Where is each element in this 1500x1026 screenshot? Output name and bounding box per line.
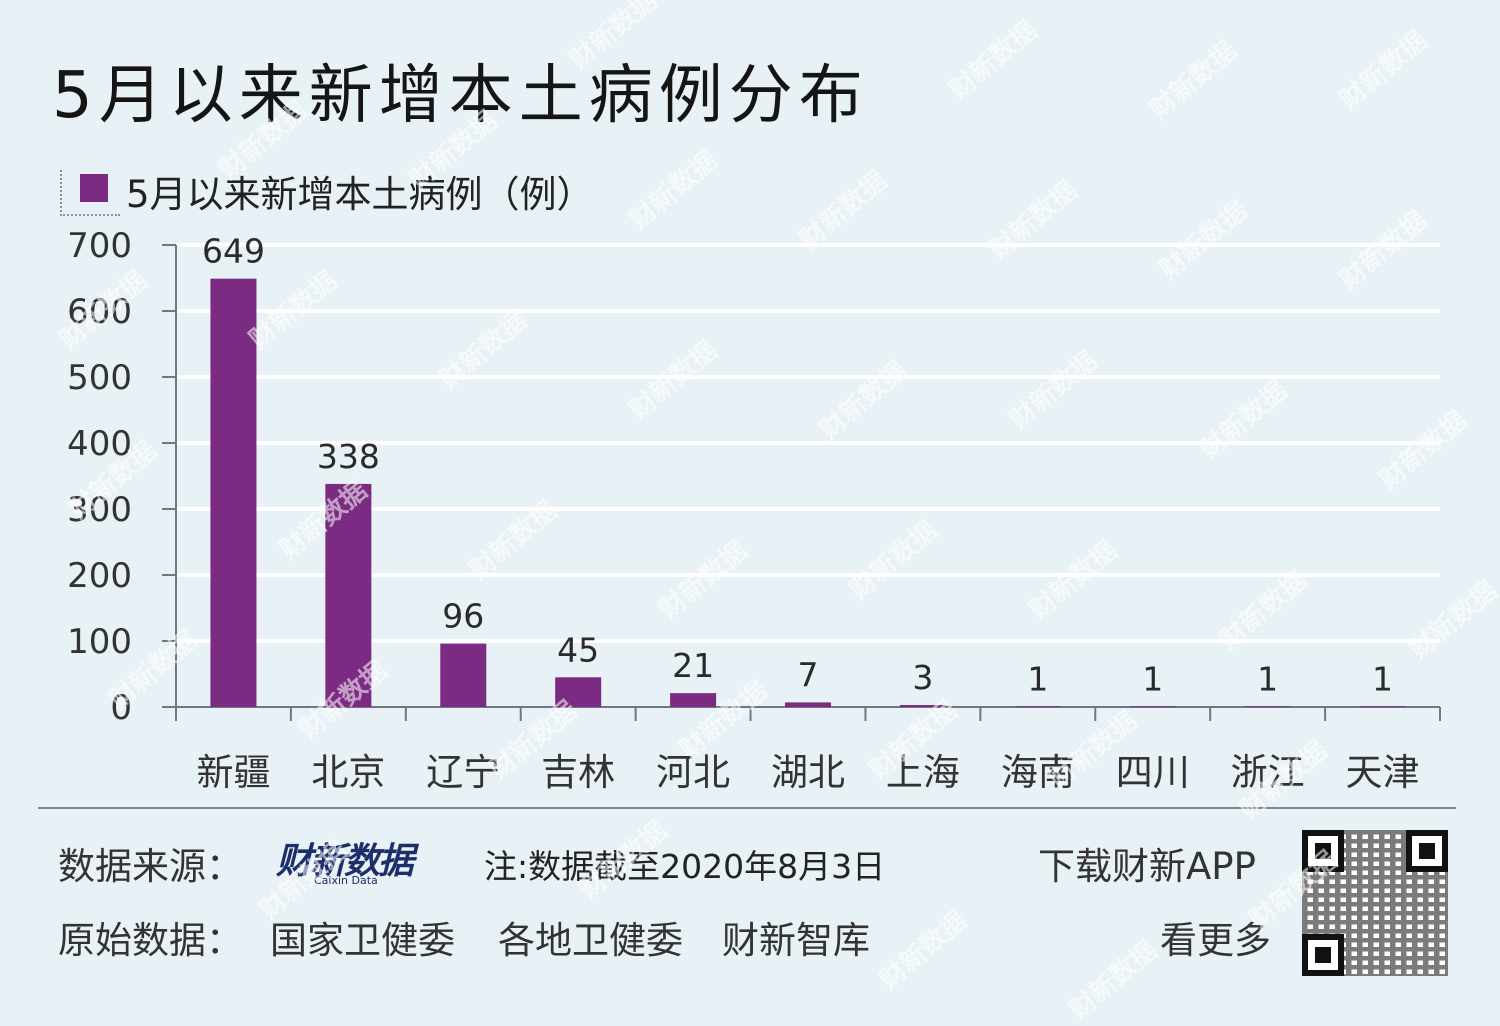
bar-value-label: 96 — [442, 597, 484, 636]
x-tick-label: 上海 — [886, 751, 960, 794]
logo-sub-text: Caixin Data — [314, 874, 378, 887]
x-tick-label: 吉林 — [541, 751, 615, 794]
watermark-text: 财新数据 — [874, 905, 974, 996]
qr-code-icon[interactable] — [1302, 830, 1448, 976]
bar-value-label: 1 — [1372, 659, 1393, 698]
bar-value-label: 338 — [317, 437, 380, 476]
x-tick-label: 浙江 — [1231, 751, 1305, 794]
bar — [210, 278, 257, 707]
y-tick-label: 500 — [67, 358, 132, 398]
legend-bracket — [60, 170, 120, 216]
x-tick-label: 海南 — [1001, 751, 1075, 794]
y-tick-label: 0 — [110, 688, 132, 728]
bar — [555, 677, 602, 707]
see-more-text: 看更多 — [1160, 919, 1271, 962]
x-tick-label: 新疆 — [196, 751, 270, 794]
bar — [785, 702, 831, 707]
footer-divider — [38, 807, 1456, 809]
watermark-text: 财新数据 — [1064, 935, 1164, 1026]
qr-finder-top-right — [1406, 830, 1448, 872]
bar — [1244, 706, 1291, 707]
x-tick-label: 四川 — [1116, 751, 1190, 794]
qr-finder-top-left — [1302, 830, 1344, 872]
original-source-3: 财新智库 — [722, 919, 870, 962]
bar — [899, 705, 946, 707]
bar-value-label: 649 — [202, 232, 265, 271]
legend-swatch — [80, 174, 108, 202]
y-tick-label: 700 — [67, 226, 132, 266]
bar-value-label: 21 — [672, 646, 714, 685]
bar-value-label: 45 — [557, 630, 599, 669]
caixin-data-logo: 财新数据 Caixin Data — [276, 832, 426, 890]
bar-value-label: 1 — [1027, 659, 1048, 698]
data-note: 注:数据截至2020年8月3日 — [484, 847, 886, 886]
y-tick-label: 600 — [67, 292, 132, 332]
y-tick-label: 400 — [67, 424, 132, 464]
bar-value-label: 1 — [1257, 659, 1278, 698]
bar — [670, 693, 717, 707]
x-tick-label: 北京 — [311, 751, 385, 794]
x-tick-label: 辽宁 — [426, 751, 500, 794]
chart-title: 5月以来新增本土病例分布 — [52, 59, 869, 133]
bar — [1359, 706, 1406, 707]
bar — [1014, 706, 1061, 707]
logo-main-text: 财新数据 — [276, 841, 414, 882]
chart-legend: 5月以来新增本土病例（例） — [60, 166, 660, 216]
bar — [440, 643, 487, 707]
legend-label: 5月以来新增本土病例（例） — [126, 173, 594, 216]
bar-value-label: 1 — [1142, 659, 1163, 698]
bar — [1129, 706, 1176, 707]
bar — [325, 483, 372, 707]
y-tick-label: 200 — [67, 556, 132, 596]
y-tick-label: 100 — [67, 622, 132, 662]
original-data-label: 原始数据： — [58, 919, 243, 962]
x-tick-label: 河北 — [656, 751, 730, 794]
original-source-2: 各地卫健委 — [498, 919, 683, 962]
x-tick-label: 湖北 — [771, 751, 845, 794]
bar-chart: 0 100 200 300 400 500 600 700 649 新疆 338 北京 96 辽宁 45 吉林… — [67, 226, 1441, 794]
bar-value-label: 3 — [912, 658, 933, 697]
qr-finder-bottom-left — [1302, 934, 1344, 976]
source-label: 数据来源： — [58, 845, 243, 888]
x-tick-label: 天津 — [1346, 751, 1420, 794]
bar-value-label: 7 — [798, 655, 819, 694]
download-app-text: 下载财新APP — [1038, 845, 1256, 888]
original-source-1: 国家卫健委 — [270, 919, 455, 962]
y-tick-label: 300 — [67, 490, 132, 530]
